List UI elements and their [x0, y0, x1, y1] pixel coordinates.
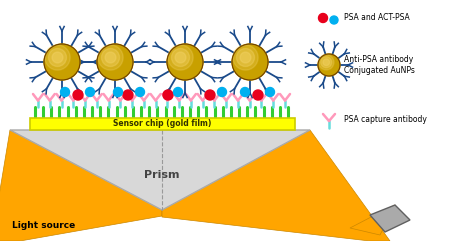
Text: Prism: Prism: [144, 170, 180, 180]
Circle shape: [98, 45, 123, 70]
Circle shape: [232, 44, 268, 80]
Circle shape: [175, 52, 186, 63]
Circle shape: [319, 54, 334, 70]
Circle shape: [163, 90, 173, 100]
Polygon shape: [370, 205, 410, 232]
Circle shape: [136, 87, 145, 96]
Text: PSA capture antibody: PSA capture antibody: [344, 115, 427, 125]
Circle shape: [45, 45, 70, 70]
Circle shape: [73, 90, 83, 100]
Circle shape: [240, 87, 249, 96]
Circle shape: [168, 45, 193, 70]
Circle shape: [173, 87, 182, 96]
Polygon shape: [350, 205, 395, 235]
Circle shape: [233, 45, 258, 70]
Circle shape: [44, 44, 80, 80]
Circle shape: [240, 52, 251, 63]
Circle shape: [48, 48, 66, 67]
Circle shape: [61, 87, 70, 96]
Circle shape: [52, 52, 63, 63]
Polygon shape: [0, 130, 162, 241]
Circle shape: [167, 44, 203, 80]
Circle shape: [323, 59, 329, 66]
Polygon shape: [162, 130, 390, 241]
Circle shape: [101, 48, 119, 67]
Circle shape: [113, 87, 122, 96]
Circle shape: [237, 48, 255, 67]
Circle shape: [172, 48, 190, 67]
Text: Light source: Light source: [12, 221, 75, 230]
Text: PSA and ACT-PSA: PSA and ACT-PSA: [344, 13, 410, 22]
Circle shape: [85, 87, 94, 96]
Text: Anti-PSA antibody
Conjugated AuNPs: Anti-PSA antibody Conjugated AuNPs: [344, 55, 415, 75]
Circle shape: [330, 16, 338, 24]
Circle shape: [97, 44, 133, 80]
Circle shape: [321, 57, 332, 68]
Circle shape: [319, 13, 328, 22]
Text: Sensor chip (gold film): Sensor chip (gold film): [113, 120, 212, 128]
Circle shape: [318, 54, 340, 76]
Circle shape: [265, 87, 274, 96]
FancyBboxPatch shape: [30, 118, 295, 130]
Circle shape: [105, 52, 116, 63]
Circle shape: [218, 87, 227, 96]
Circle shape: [205, 90, 215, 100]
Circle shape: [253, 90, 263, 100]
Polygon shape: [10, 130, 310, 210]
Circle shape: [123, 90, 133, 100]
